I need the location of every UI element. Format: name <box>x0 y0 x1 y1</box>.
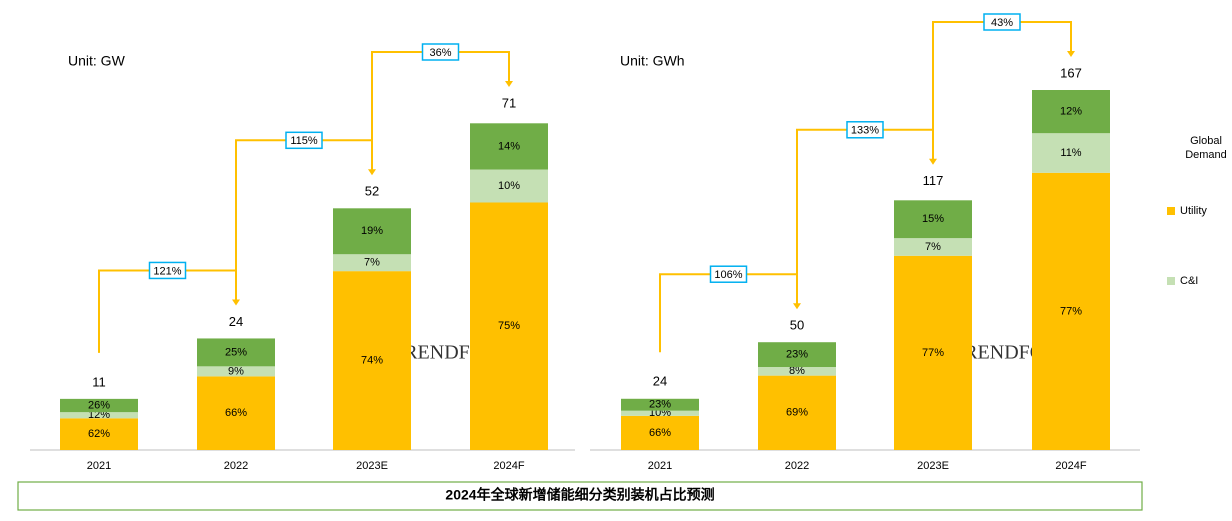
unit-label: Unit: GW <box>68 53 126 69</box>
segment-label: 7% <box>925 241 941 253</box>
arrow-head <box>929 158 937 165</box>
segment-label: 74% <box>361 354 383 366</box>
bar-segment <box>470 169 548 203</box>
bar-segment <box>1032 172 1110 451</box>
legend-label: Utility <box>1180 205 1207 217</box>
x-tick-label: 2024F <box>493 460 524 472</box>
growth-box <box>285 131 323 150</box>
total-label: 52 <box>365 184 379 199</box>
segment-label: 69% <box>786 407 808 419</box>
total-label: 117 <box>923 173 944 188</box>
bar-segment <box>621 410 699 416</box>
growth-box <box>846 121 884 139</box>
legend-title: Global Demand <box>1185 135 1227 161</box>
x-tick-label: 2021 <box>87 460 111 472</box>
segment-label: 9% <box>228 365 244 377</box>
growth-box <box>983 13 1021 31</box>
caption: 2024年全球新增储能细分类别装机占比预测 <box>445 487 714 503</box>
arrow-head <box>232 299 240 306</box>
segment-label: 7% <box>364 257 380 269</box>
segment-label: 66% <box>649 427 671 439</box>
growth-box <box>421 43 460 61</box>
segment-label: 8% <box>789 365 805 377</box>
growth-label: 36% <box>429 47 451 59</box>
total-label: 71 <box>502 95 516 110</box>
bar-segment <box>1032 133 1110 173</box>
bar-segment <box>333 271 411 450</box>
bar-segment <box>60 412 138 419</box>
bar-segment <box>621 398 699 411</box>
segment-label: 25% <box>225 346 247 358</box>
bar-segment <box>894 200 972 239</box>
bar-segment <box>197 366 275 377</box>
bar-segment <box>197 338 275 367</box>
arrow-head <box>505 81 513 87</box>
growth-box <box>709 265 748 283</box>
segment-label: 10% <box>498 180 520 192</box>
growth-label: 115% <box>290 135 318 147</box>
total-label: 24 <box>653 374 667 389</box>
segment-label: 14% <box>498 140 520 152</box>
legend-swatch <box>1167 277 1175 285</box>
arrow-head <box>793 303 801 310</box>
segment-label: 66% <box>225 407 247 419</box>
total-label: 167 <box>1060 65 1082 80</box>
x-tick-label: 2024F <box>1055 460 1086 472</box>
bar-segment <box>894 238 972 256</box>
total-label: 24 <box>229 314 243 329</box>
bar-segment <box>60 398 138 413</box>
growth-label: 106% <box>714 269 742 281</box>
bar-segment <box>333 254 411 272</box>
growth-label: 121% <box>153 265 181 277</box>
segment-label: 23% <box>649 399 671 411</box>
total-label: 50 <box>790 318 804 333</box>
segment-label: 11% <box>1060 147 1081 159</box>
segment-label: 15% <box>922 213 944 225</box>
legend-label: C&I <box>1180 275 1198 287</box>
bar-segment <box>1032 90 1110 134</box>
segment-label: 12% <box>1060 106 1082 118</box>
bar-segment <box>470 202 548 450</box>
segment-label: 19% <box>361 225 383 237</box>
unit-label: Unit: GWh <box>620 53 685 69</box>
x-tick-label: 2023E <box>356 460 388 472</box>
total-label: 11 <box>92 374 106 389</box>
bar-segment <box>197 376 275 450</box>
segment-label: 23% <box>786 349 808 361</box>
segment-label: 75% <box>498 320 520 332</box>
bar-segment <box>758 342 836 368</box>
bar-segment <box>470 123 548 170</box>
segment-label: 26% <box>88 399 110 411</box>
arrow-head <box>1067 51 1075 57</box>
growth-arrow <box>659 273 798 353</box>
x-tick-label: 2023E <box>917 460 949 472</box>
bar-segment <box>333 208 411 255</box>
bar-segment <box>894 255 972 450</box>
bar-segment <box>621 415 699 450</box>
arrow-head <box>368 169 376 176</box>
legend-swatch <box>1167 207 1175 215</box>
segment-label: 77% <box>1060 305 1082 317</box>
x-tick-label: 2021 <box>648 460 672 472</box>
x-tick-label: 2022 <box>785 460 809 472</box>
x-tick-label: 2022 <box>224 460 248 472</box>
bar-segment <box>60 418 138 450</box>
segment-label: 77% <box>922 347 944 359</box>
bar-segment <box>758 367 836 376</box>
bar-segment <box>758 375 836 450</box>
growth-box <box>148 261 187 280</box>
growth-label: 43% <box>991 17 1013 29</box>
caption-box <box>17 481 1143 511</box>
segment-label: 62% <box>88 428 110 440</box>
growth-label: 133% <box>851 125 879 137</box>
